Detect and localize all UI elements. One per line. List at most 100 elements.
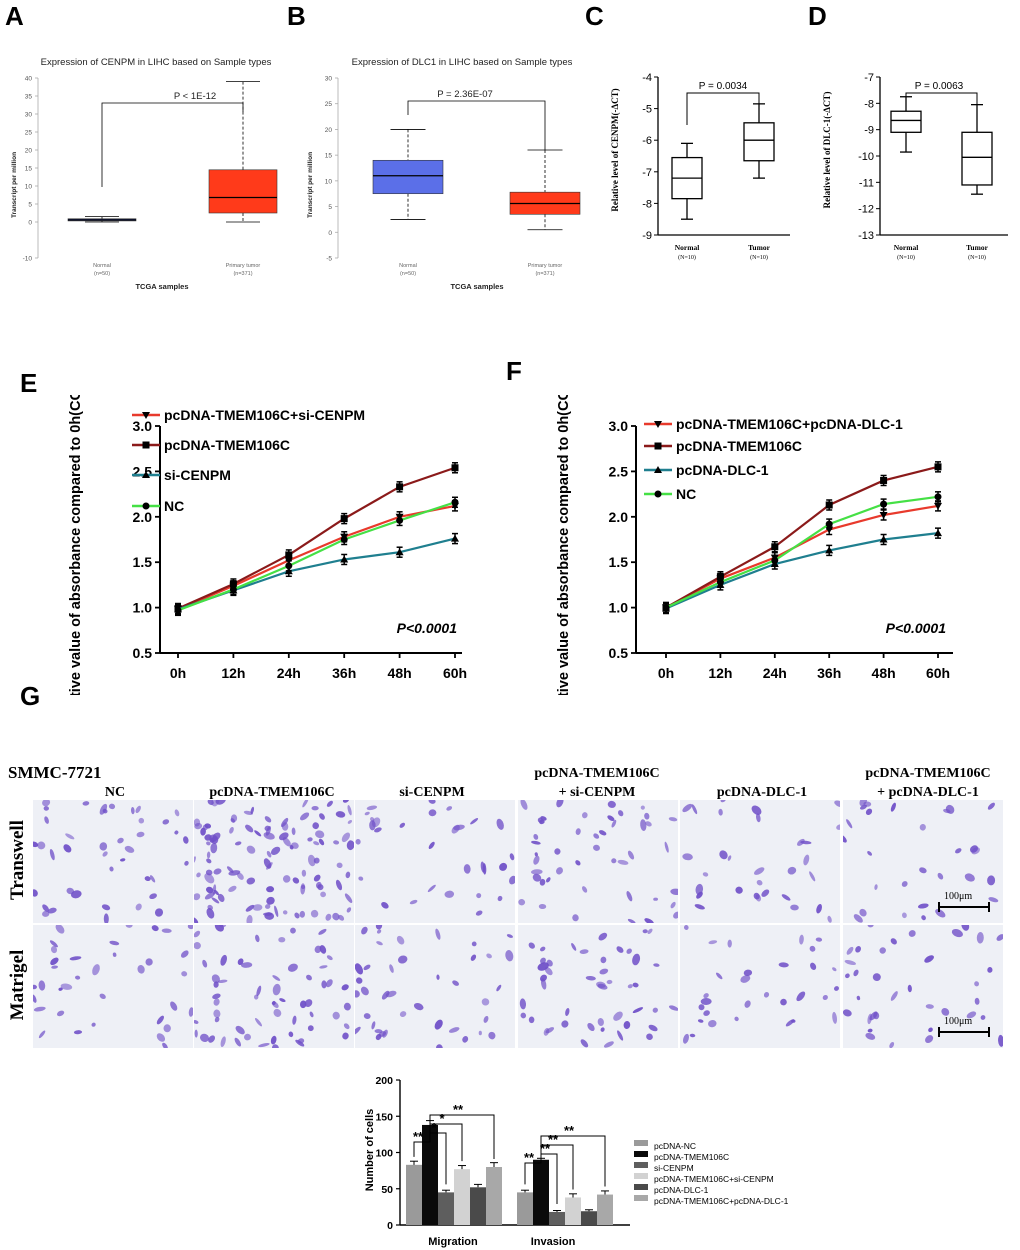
cck-x-tick-label: 0h [170,665,186,681]
bar-legend-swatch-3 [634,1173,648,1179]
cell [476,893,482,899]
cell [254,830,262,837]
tcga-y-tick-label: 25 [325,101,333,108]
cell [236,872,244,880]
tcga-y-tick-label: 30 [25,112,33,119]
cell [194,930,201,938]
cell [135,805,141,814]
cell [313,874,321,882]
cell [727,939,732,948]
cell [632,1007,644,1014]
cell [161,928,172,933]
cell [600,1027,605,1032]
cell [509,875,515,885]
cell [389,964,394,973]
panel-letter-a: A [5,1,24,31]
cell [907,984,912,993]
cell [250,806,255,815]
cck-point-marker [934,463,942,471]
cell [541,978,547,990]
cell-count-bar-chart: Number of cells Migration Invasion pcDNA… [364,1075,789,1248]
bar-legend-swatch-5 [634,1195,648,1201]
cck-point-marker [880,476,888,484]
cell [149,893,157,900]
cell [486,953,492,959]
cell [528,1016,535,1024]
qpcr-y-tick-label: -4 [642,72,652,84]
cell [448,1027,460,1033]
cell [366,805,378,811]
cell [673,911,678,919]
bar-significance-star: ** [540,1141,551,1156]
cell [290,927,296,934]
cell [306,974,312,981]
cell [229,826,234,834]
column-label-dlc1: pcDNA-DLC-1 [717,785,807,800]
cell [117,837,124,844]
cell [593,844,600,851]
cell [980,1015,986,1020]
cell [332,912,340,921]
cell [314,945,322,954]
cell [33,1006,46,1012]
cell [867,925,874,928]
tcga-y-tick-label: 5 [28,202,32,209]
cell [214,925,224,932]
cell [42,800,51,807]
cell [427,884,436,893]
cell [755,813,761,823]
cell [125,925,133,928]
cell [194,1029,198,1038]
cell [273,1008,282,1017]
cck-series-line-1 [665,465,939,609]
cell [307,1025,314,1032]
cell [606,979,613,985]
cell [355,1026,361,1036]
micrograph-image [33,925,193,1048]
cell [743,969,753,977]
cell [935,909,946,918]
cck-x-tick-label: 12h [708,665,732,681]
cell [509,853,515,861]
cell [652,1007,658,1013]
bar-y-tick-label: 100 [375,1148,393,1160]
cell [640,805,645,810]
cck-point-marker [395,548,404,556]
cell [518,898,526,906]
cell [708,1019,717,1028]
cell [409,899,418,905]
cell [397,955,408,964]
cell [616,946,624,953]
cell [966,1011,977,1019]
cell [879,947,886,954]
bar-legend-swatch-2 [634,1162,648,1168]
cck-y-tick-label: 1.5 [133,554,153,570]
cell [346,907,352,913]
cell [531,840,541,845]
cck-x-tick-label: 36h [817,665,841,681]
bar-legend-swatch-1 [634,1151,648,1157]
cell [593,833,600,839]
cell [853,914,863,923]
cell [38,980,46,991]
cell [698,1004,705,1011]
cell [234,1037,242,1047]
cell [580,1039,589,1048]
cck-point-marker [451,464,459,472]
cell [194,856,196,864]
cell [925,1004,934,1009]
cell [618,810,624,817]
cell [50,957,59,966]
cck-x-tick-label: 60h [926,665,950,681]
cell [263,832,275,840]
cell [272,1044,279,1048]
tcga-a-group-tumor: Primary tumor [226,263,261,269]
cell [670,888,678,896]
bar-significance-star: * [439,1111,445,1126]
bar-0-4 [470,1187,486,1225]
cell [210,842,218,854]
cell [291,842,299,849]
bar-0-0 [406,1164,422,1225]
cck-y-tick-label: 3.0 [609,418,629,434]
qpcr-significance-bracket [905,92,978,110]
